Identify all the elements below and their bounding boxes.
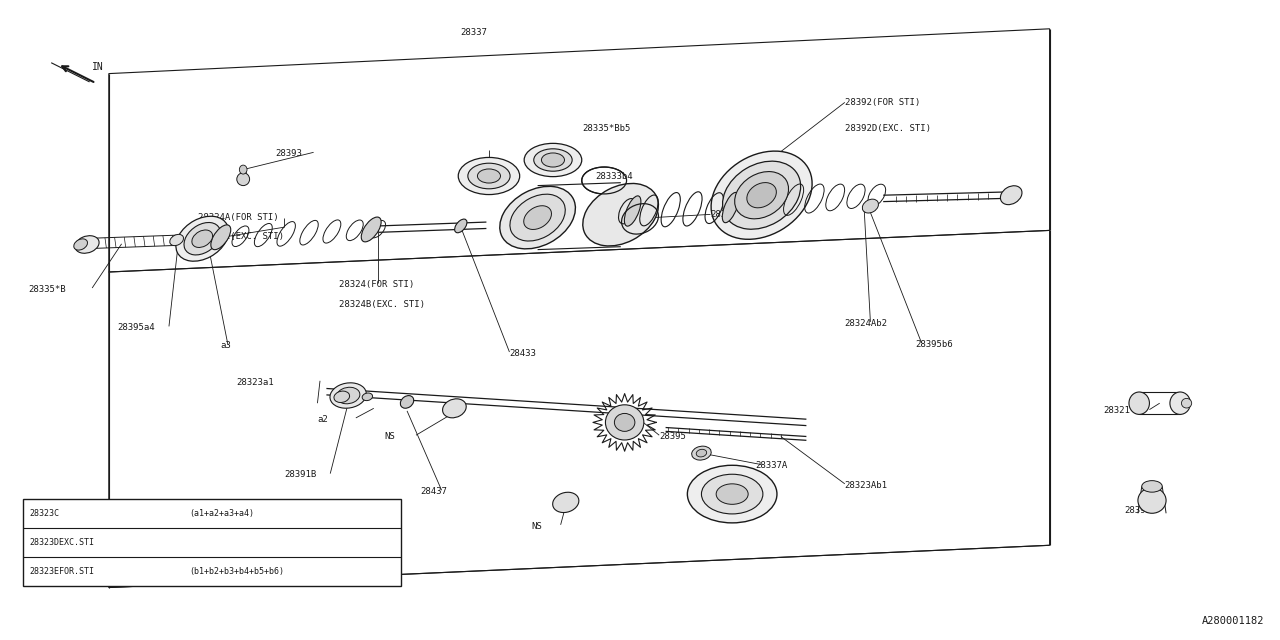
Ellipse shape: [614, 413, 635, 431]
Ellipse shape: [735, 172, 788, 219]
Ellipse shape: [1129, 392, 1149, 415]
Ellipse shape: [687, 465, 777, 523]
Ellipse shape: [477, 169, 500, 183]
Ellipse shape: [696, 449, 707, 457]
Ellipse shape: [499, 186, 576, 249]
Text: NS: NS: [531, 522, 541, 531]
Text: 28437: 28437: [420, 487, 447, 496]
Ellipse shape: [525, 143, 581, 177]
Ellipse shape: [237, 173, 250, 186]
Ellipse shape: [553, 492, 579, 513]
Text: 28324A(FOR STI): 28324A(FOR STI): [198, 213, 279, 222]
Text: 28335*Bb5: 28335*Bb5: [582, 124, 631, 132]
Text: NS: NS: [384, 432, 394, 441]
Text: 28324(FOR STI): 28324(FOR STI): [339, 280, 415, 289]
Ellipse shape: [192, 230, 212, 248]
Text: 28324Ab2: 28324Ab2: [845, 319, 888, 328]
Text: 28433: 28433: [509, 349, 536, 358]
Ellipse shape: [239, 165, 247, 174]
Text: 28323a1: 28323a1: [237, 378, 274, 387]
Text: 28323EFOR.STI: 28323EFOR.STI: [29, 566, 95, 576]
Ellipse shape: [458, 157, 520, 195]
Text: 28392(FOR STI): 28392(FOR STI): [845, 98, 920, 107]
Ellipse shape: [534, 149, 572, 172]
Ellipse shape: [330, 383, 366, 408]
Text: 28392D(EXC. STI): 28392D(EXC. STI): [845, 124, 931, 132]
Ellipse shape: [401, 396, 413, 408]
Text: 28324C(EXC. STI): 28324C(EXC. STI): [198, 232, 284, 241]
Ellipse shape: [76, 236, 99, 253]
Ellipse shape: [1138, 488, 1166, 513]
Ellipse shape: [509, 194, 566, 241]
Ellipse shape: [1001, 186, 1021, 205]
Text: 28337A: 28337A: [755, 461, 787, 470]
Ellipse shape: [722, 161, 801, 229]
Ellipse shape: [468, 163, 511, 189]
Ellipse shape: [1181, 398, 1192, 408]
Text: 28393: 28393: [275, 149, 302, 158]
Ellipse shape: [211, 225, 230, 250]
Ellipse shape: [170, 234, 183, 246]
Ellipse shape: [746, 182, 777, 208]
Text: (a1+a2+a3+a4): (a1+a2+a3+a4): [189, 509, 255, 518]
Text: 28323DEXC.STI: 28323DEXC.STI: [29, 538, 95, 547]
Text: 28337: 28337: [461, 28, 488, 36]
Ellipse shape: [717, 484, 748, 504]
Text: 28395a4: 28395a4: [118, 323, 155, 332]
Ellipse shape: [722, 193, 739, 223]
Text: 28324B(EXC. STI): 28324B(EXC. STI): [339, 300, 425, 308]
Ellipse shape: [362, 393, 372, 401]
Ellipse shape: [863, 199, 878, 213]
Text: 28335*B: 28335*B: [28, 285, 65, 294]
Ellipse shape: [1170, 392, 1190, 415]
Ellipse shape: [625, 196, 641, 226]
Ellipse shape: [74, 239, 87, 250]
Ellipse shape: [582, 184, 658, 246]
Text: a3: a3: [220, 341, 230, 350]
Text: 28395b6: 28395b6: [915, 340, 952, 349]
Text: a2: a2: [317, 415, 328, 424]
Text: 28395: 28395: [659, 432, 686, 441]
Ellipse shape: [691, 446, 712, 460]
Text: 28323Ab1: 28323Ab1: [845, 481, 888, 490]
Ellipse shape: [541, 153, 564, 167]
Ellipse shape: [712, 151, 812, 239]
Text: 28333b4: 28333b4: [595, 172, 632, 180]
Text: 28395: 28395: [1124, 506, 1151, 515]
Text: IN: IN: [92, 62, 104, 72]
Ellipse shape: [175, 216, 229, 261]
Text: 28324b3: 28324b3: [710, 210, 748, 219]
Ellipse shape: [524, 205, 552, 230]
Bar: [23, 499, 401, 586]
Text: (b1+b2+b3+b4+b5+b6): (b1+b2+b3+b4+b5+b6): [189, 566, 284, 576]
Ellipse shape: [443, 399, 466, 418]
Ellipse shape: [184, 223, 220, 255]
Ellipse shape: [334, 391, 349, 403]
Ellipse shape: [701, 474, 763, 514]
Ellipse shape: [1142, 481, 1162, 492]
Text: 28391B: 28391B: [284, 470, 316, 479]
Text: A280001182: A280001182: [1202, 616, 1265, 626]
Ellipse shape: [337, 387, 360, 404]
Ellipse shape: [605, 405, 644, 440]
Text: 28323C: 28323C: [29, 509, 59, 518]
Text: 28321: 28321: [1103, 406, 1130, 415]
Ellipse shape: [361, 217, 381, 242]
Ellipse shape: [454, 219, 467, 233]
